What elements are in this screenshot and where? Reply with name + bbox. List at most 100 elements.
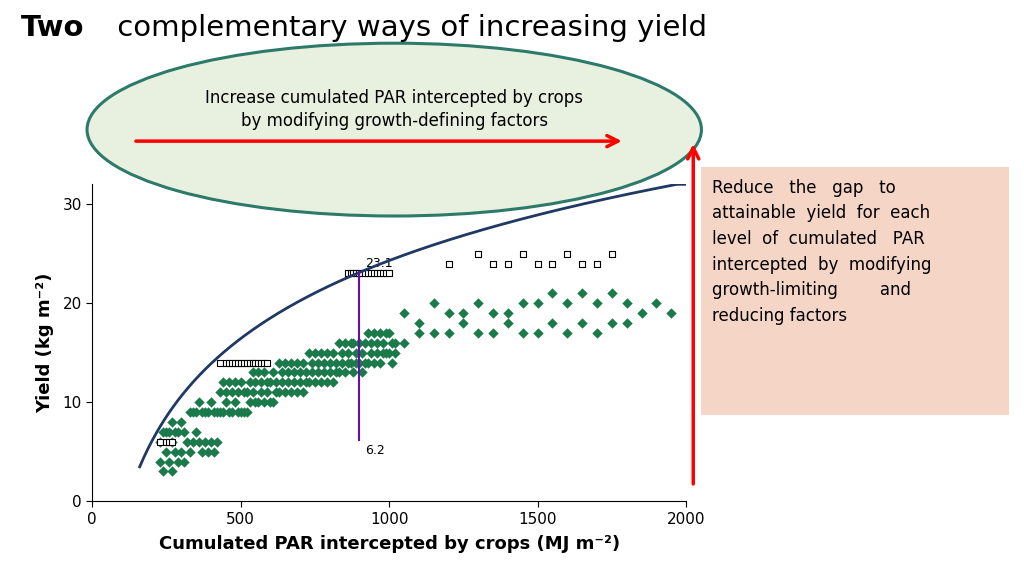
Point (529, 259, 546, 268)
Point (229, 358, 246, 367)
Point (212, 388, 228, 397)
Point (357, 358, 374, 367)
Point (545, 289, 561, 298)
X-axis label: Cumulated PAR intercepted by crops (MJ m⁻²): Cumulated PAR intercepted by crops (MJ m… (159, 535, 620, 553)
Point (345, 338, 361, 347)
Point (164, 467, 180, 476)
Point (236, 358, 252, 367)
Point (307, 348, 324, 357)
Text: Two: Two (20, 14, 84, 43)
Point (559, 328, 575, 338)
Point (188, 407, 205, 416)
Point (334, 358, 350, 367)
Point (455, 319, 471, 328)
Point (381, 328, 397, 338)
Point (339, 348, 355, 357)
Point (336, 368, 352, 377)
Point (161, 437, 177, 446)
Point (312, 378, 329, 387)
Point (318, 378, 335, 387)
Point (426, 328, 442, 338)
Y-axis label: Yield (kg m⁻²): Yield (kg m⁻²) (36, 272, 54, 413)
Point (239, 407, 255, 416)
Point (217, 388, 233, 397)
Point (167, 427, 183, 437)
Point (470, 249, 486, 258)
Point (328, 368, 344, 377)
Point (153, 437, 169, 446)
Point (545, 319, 561, 328)
Point (209, 407, 225, 416)
Point (360, 328, 377, 338)
Point (232, 407, 249, 416)
Point (318, 348, 335, 357)
Point (364, 338, 380, 347)
Point (455, 308, 471, 317)
Point (170, 457, 186, 466)
Point (253, 378, 269, 387)
Point (485, 308, 502, 317)
Text: Increase cumulated PAR intercepted by crops: Increase cumulated PAR intercepted by cr… (205, 89, 584, 107)
Point (212, 407, 228, 416)
Point (603, 319, 620, 328)
Point (351, 269, 368, 278)
Point (268, 388, 285, 397)
Point (559, 249, 575, 258)
Point (200, 447, 216, 456)
Point (242, 358, 258, 367)
Point (301, 348, 317, 357)
Point (223, 407, 240, 416)
Point (239, 358, 255, 367)
Point (336, 338, 352, 347)
Point (153, 437, 169, 446)
Point (357, 269, 374, 278)
Point (348, 358, 365, 367)
Point (589, 298, 605, 308)
Point (236, 407, 252, 416)
Point (309, 368, 326, 377)
Point (514, 249, 530, 258)
Point (239, 388, 255, 397)
Point (226, 397, 243, 407)
Point (161, 427, 177, 437)
Point (618, 319, 635, 328)
Point (470, 298, 486, 308)
Point (245, 368, 261, 377)
Point (328, 358, 344, 367)
Point (529, 298, 546, 308)
Point (164, 437, 180, 446)
Point (176, 427, 193, 437)
Point (223, 388, 240, 397)
Point (648, 298, 665, 308)
Point (223, 358, 240, 367)
Point (633, 308, 649, 317)
Point (182, 407, 199, 416)
Point (514, 328, 530, 338)
Point (298, 368, 314, 377)
Point (245, 388, 261, 397)
Point (381, 348, 397, 357)
Point (342, 269, 358, 278)
Point (664, 308, 680, 317)
Point (242, 397, 258, 407)
Point (280, 368, 296, 377)
Point (283, 388, 299, 397)
Point (426, 298, 442, 308)
Point (375, 338, 391, 347)
Point (161, 457, 177, 466)
Point (485, 259, 502, 268)
Point (378, 348, 394, 357)
Point (232, 358, 249, 367)
Point (307, 378, 324, 387)
Point (173, 417, 189, 426)
Point (573, 319, 590, 328)
Point (245, 358, 261, 367)
Point (369, 338, 385, 347)
Point (500, 308, 516, 317)
Point (220, 358, 237, 367)
Point (220, 407, 237, 416)
Point (158, 437, 174, 446)
Point (369, 348, 385, 357)
Point (322, 368, 338, 377)
Point (200, 407, 216, 416)
